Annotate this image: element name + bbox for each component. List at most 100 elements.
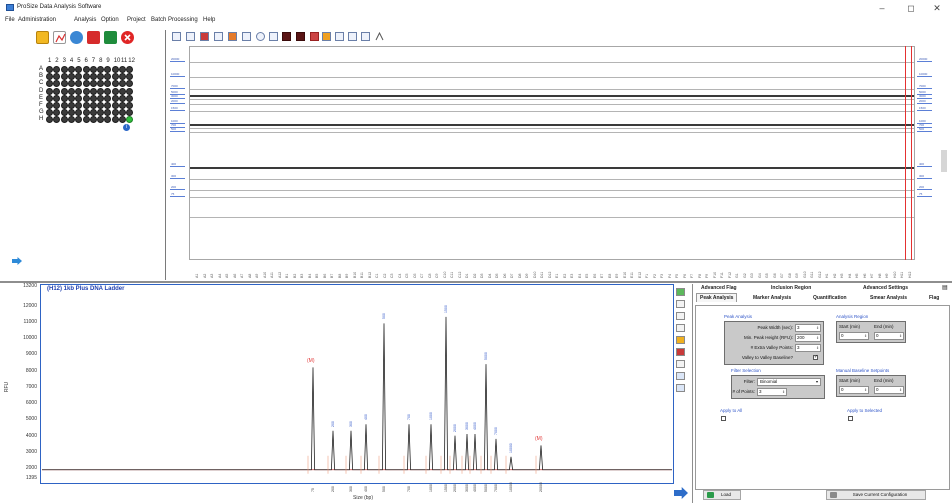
plate-well[interactable] <box>67 109 75 117</box>
lane-label[interactable]: B10 <box>352 271 357 278</box>
plate-well[interactable] <box>104 109 112 117</box>
plate-well[interactable] <box>119 94 126 102</box>
plate-well[interactable] <box>119 66 126 73</box>
lane-label[interactable]: D2 <box>472 273 477 278</box>
plate-well[interactable] <box>111 94 119 102</box>
lane-label[interactable]: C9 <box>435 273 439 278</box>
plate-well[interactable] <box>97 80 105 88</box>
plate-well[interactable] <box>60 109 68 117</box>
plate-well[interactable] <box>46 116 53 124</box>
lane-label[interactable]: E1 <box>555 273 559 278</box>
lane-label[interactable]: B12 <box>367 271 372 278</box>
plate-well[interactable] <box>82 102 90 109</box>
lane-label[interactable]: A11 <box>270 272 274 278</box>
plate-well[interactable] <box>89 116 97 124</box>
lane-label[interactable]: H5 <box>855 273 859 278</box>
lane-label[interactable]: A12 <box>277 271 282 278</box>
plate-well[interactable] <box>60 94 68 102</box>
plate-well[interactable] <box>60 116 68 124</box>
lane-label[interactable]: B1 <box>285 273 289 278</box>
maximize-button[interactable]: ◻ <box>907 3 915 13</box>
filter-icon[interactable] <box>335 32 344 41</box>
lane-label[interactable]: B7 <box>330 273 334 278</box>
plate-well[interactable] <box>97 116 105 124</box>
lane-label[interactable]: G8 <box>787 273 792 278</box>
splitter-horizontal[interactable] <box>0 281 952 283</box>
plate-well[interactable] <box>67 116 75 124</box>
lane-label[interactable]: E12 <box>637 271 642 278</box>
lane-label[interactable]: F12 <box>727 271 732 278</box>
lane-label[interactable]: D12 <box>547 271 552 278</box>
plate-well[interactable] <box>111 109 119 117</box>
plate-well[interactable] <box>60 87 68 95</box>
lane-label[interactable]: H1 <box>825 273 829 278</box>
lane-label[interactable]: F1 <box>645 273 649 278</box>
lane-label[interactable]: E3 <box>570 273 574 278</box>
remove-icon[interactable] <box>121 31 134 44</box>
plate-well[interactable] <box>126 109 134 117</box>
lane-label[interactable]: F7 <box>690 273 694 278</box>
plate-well[interactable] <box>46 66 53 73</box>
table-icon[interactable] <box>214 32 223 41</box>
plate-well[interactable] <box>53 102 61 109</box>
lane-label[interactable]: G3 <box>750 273 754 278</box>
plate-well[interactable] <box>89 102 97 109</box>
close-button[interactable]: ✕ <box>933 3 941 13</box>
plate-well[interactable] <box>126 116 134 124</box>
lane-label[interactable]: G11 <box>810 271 814 278</box>
lane-label[interactable]: D3 <box>480 273 484 278</box>
lane-label[interactable]: H4 <box>847 273 852 278</box>
spin-icon[interactable]: ⇕ <box>864 334 867 338</box>
lane-label[interactable]: B8 <box>337 273 342 278</box>
lane-label[interactable]: E10 <box>622 271 627 278</box>
lane-label[interactable]: E2 <box>562 273 567 278</box>
lane-label[interactable]: H8 <box>877 273 882 278</box>
lane-label[interactable]: H3 <box>840 273 844 278</box>
lane-label[interactable]: H7 <box>870 273 874 278</box>
plate-well[interactable] <box>126 94 134 102</box>
plate-well[interactable] <box>82 80 90 88</box>
lane-label[interactable]: A9 <box>255 273 259 278</box>
lane-label[interactable]: A7 <box>240 273 244 278</box>
grid-view-icon[interactable] <box>172 32 181 41</box>
pdf-export-icon[interactable] <box>87 31 100 44</box>
scale-icon[interactable] <box>676 372 685 380</box>
lane-label[interactable]: E9 <box>615 273 619 278</box>
plate-well[interactable] <box>111 116 119 124</box>
plate-well[interactable] <box>111 73 119 81</box>
plate-well[interactable] <box>75 102 83 109</box>
plate-well[interactable] <box>119 102 126 109</box>
tab-smear-analysis[interactable]: Smear Analysis <box>870 295 908 301</box>
filter-select[interactable]: Binomial ▾ <box>757 378 821 386</box>
tab-quantification[interactable]: Quantification <box>813 295 847 301</box>
plate-well[interactable] <box>89 109 97 117</box>
lane-label[interactable]: D1 <box>465 273 469 278</box>
plate-well[interactable] <box>46 102 53 109</box>
plate-well[interactable] <box>82 94 90 102</box>
lane-label[interactable]: D9 <box>525 273 529 278</box>
zoom-out-icon[interactable] <box>361 32 370 41</box>
lane-label[interactable]: A3 <box>210 273 214 278</box>
plate-well[interactable] <box>53 116 61 124</box>
lane-label[interactable]: G10 <box>802 271 807 278</box>
lane-label[interactable]: A8 <box>247 273 252 278</box>
spin-icon[interactable]: ⇕ <box>899 388 902 392</box>
plate-well[interactable] <box>97 102 105 109</box>
lane-label[interactable]: D8 <box>517 273 522 278</box>
splitter-vertical[interactable] <box>692 284 693 503</box>
filter-icon[interactable] <box>676 360 685 368</box>
open-folder-icon[interactable] <box>36 31 49 44</box>
lane-label[interactable]: C1 <box>375 273 379 278</box>
lane-label[interactable]: B4 <box>307 273 312 278</box>
lane-label[interactable]: C3 <box>390 273 394 278</box>
lane-label[interactable]: D7 <box>510 273 514 278</box>
plate-well[interactable] <box>60 80 68 88</box>
lane-label[interactable]: B9 <box>345 273 349 278</box>
plate-well[interactable] <box>75 94 83 102</box>
lane-view-icon[interactable] <box>186 32 195 41</box>
lane-label[interactable]: B11 <box>360 272 364 278</box>
plate-well[interactable] <box>75 116 83 124</box>
lane-label[interactable]: F2 <box>652 273 657 278</box>
lane-label[interactable]: H12 <box>907 271 912 278</box>
plate-well[interactable] <box>97 87 105 95</box>
